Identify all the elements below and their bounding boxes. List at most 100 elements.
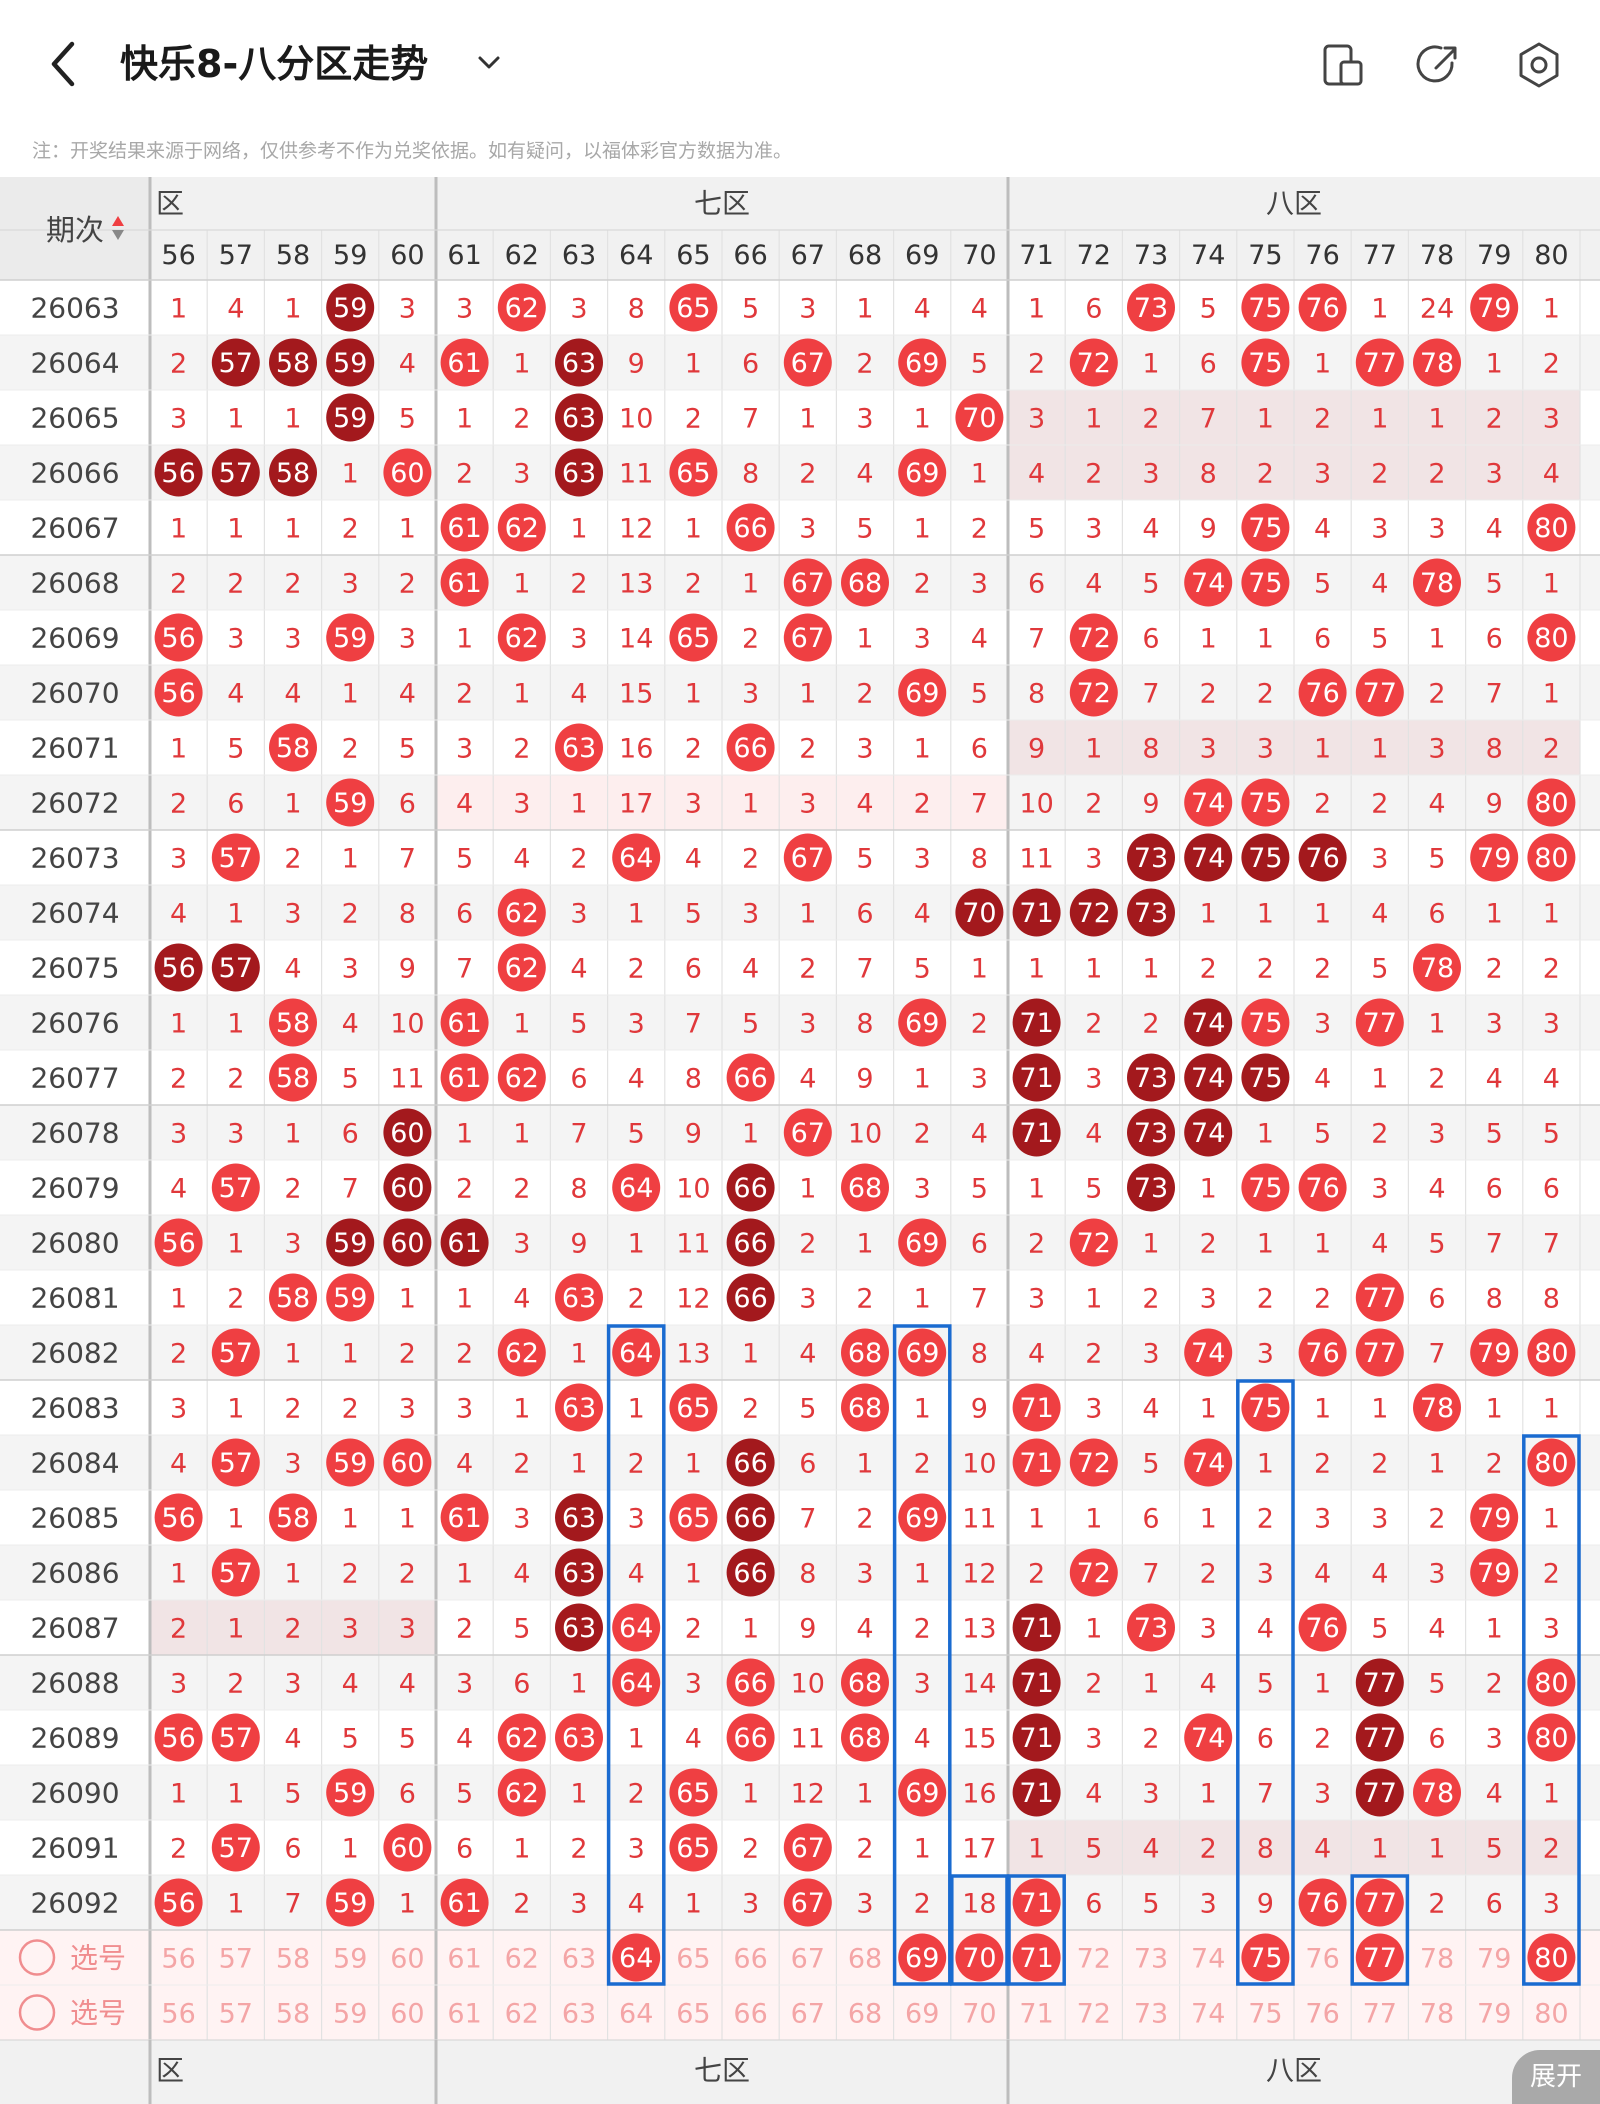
expand-button[interactable]: 展开 — [1512, 2050, 1600, 2104]
hit-number: 80 — [1534, 1338, 1568, 1369]
hit-ball — [1012, 998, 1061, 1047]
miss-count: 2 — [1200, 954, 1217, 985]
chevron-down-icon[interactable] — [472, 46, 506, 80]
miss-count: 2 — [1085, 789, 1102, 820]
hit-ball — [669, 1383, 718, 1432]
miss-count: 2 — [1142, 1009, 1159, 1040]
miss-count: 3 — [342, 569, 359, 600]
hit-ball — [1355, 668, 1404, 717]
miss-count: 1 — [513, 569, 530, 600]
column-header-59: 59 — [333, 240, 367, 271]
hit-number: 60 — [390, 1173, 424, 1204]
column-header-77: 77 — [1363, 240, 1397, 271]
miss-count: 1 — [685, 1449, 702, 1480]
select-number: 61 — [447, 1999, 481, 2030]
miss-count: 3 — [1543, 1889, 1560, 1920]
select-number: 78 — [1420, 1944, 1454, 1975]
hit-ball — [326, 1218, 375, 1267]
miss-count: 4 — [399, 679, 416, 710]
miss-count: 1 — [342, 1339, 359, 1370]
sort-up-icon — [112, 216, 124, 226]
miss-count: 1 — [1314, 1229, 1331, 1260]
hit-ball — [726, 1548, 775, 1597]
miss-count: 1 — [914, 1834, 931, 1865]
miss-count: 3 — [1314, 1009, 1331, 1040]
select-number: 75 — [1248, 1999, 1282, 2030]
select-number: 67 — [791, 1944, 825, 1975]
miss-count: 2 — [628, 1449, 645, 1480]
hit-ball — [1184, 1108, 1233, 1157]
hit-ball — [154, 943, 203, 992]
hit-ball — [1355, 1878, 1404, 1927]
miss-count: 5 — [1371, 954, 1388, 985]
miss-count: 2 — [456, 679, 473, 710]
select-number: 76 — [1305, 1999, 1339, 2030]
miss-count: 1 — [227, 514, 244, 545]
miss-count: 11 — [390, 1064, 424, 1095]
miss-count: 2 — [1428, 679, 1445, 710]
hit-number: 62 — [505, 898, 539, 929]
hit-number: 61 — [447, 1503, 481, 1534]
hit-number: 58 — [276, 1063, 310, 1094]
hit-number: 63 — [562, 458, 596, 489]
miss-count: 6 — [570, 1064, 587, 1095]
hit-ball — [269, 448, 317, 497]
hit-number: 67 — [791, 348, 825, 379]
hit-ball — [269, 1493, 317, 1542]
bottom-zone-label-8: 八区 — [1266, 2054, 1322, 2087]
hit-ball — [669, 613, 718, 662]
miss-count: 4 — [1085, 1779, 1102, 1810]
hit-number: 79 — [1477, 843, 1511, 874]
hit-number: 62 — [505, 1338, 539, 1369]
miss-count: 3 — [856, 734, 873, 765]
miss-count: 6 — [1486, 1174, 1503, 1205]
miss-count: 5 — [1486, 1834, 1503, 1865]
settings-icon[interactable] — [1512, 38, 1566, 92]
miss-count: 4 — [799, 1064, 816, 1095]
hit-ball — [1241, 833, 1290, 882]
miss-count: 7 — [570, 1119, 587, 1150]
miss-count: 2 — [914, 789, 931, 820]
miss-count: 1 — [799, 404, 816, 435]
miss-count: 1 — [227, 1229, 244, 1260]
miss-count: 2 — [1142, 1284, 1159, 1315]
miss-count: 1 — [1428, 404, 1445, 435]
hit-ball — [1069, 1218, 1118, 1267]
miss-count: 7 — [971, 789, 988, 820]
select-number: 76 — [1305, 1944, 1339, 1975]
hit-ball — [555, 338, 603, 387]
hit-ball — [726, 1713, 775, 1762]
miss-count: 1 — [914, 514, 931, 545]
miss-count: 8 — [1486, 1284, 1503, 1315]
miss-count: 7 — [456, 954, 473, 985]
hit-ball — [269, 1053, 317, 1102]
miss-count: 1 — [513, 1119, 530, 1150]
miss-count: 2 — [856, 1504, 873, 1535]
back-icon[interactable] — [40, 36, 90, 92]
period-26087: 26087 — [30, 1612, 119, 1645]
miss-count: 7 — [1486, 679, 1503, 710]
miss-count: 2 — [1257, 679, 1274, 710]
hit-number: 67 — [791, 623, 825, 654]
period-26070: 26070 — [30, 677, 119, 710]
share-icon[interactable] — [1412, 38, 1466, 92]
miss-count: 13 — [962, 1614, 996, 1645]
miss-count: 2 — [342, 899, 359, 930]
miss-count: 5 — [1486, 569, 1503, 600]
device-icon[interactable] — [1316, 38, 1370, 92]
hit-ball — [1012, 1603, 1061, 1652]
hit-number: 72 — [1077, 348, 1111, 379]
hit-ball — [1470, 833, 1519, 882]
hit-number: 68 — [848, 1338, 882, 1369]
miss-count: 3 — [1200, 1614, 1217, 1645]
miss-count: 1 — [914, 1284, 931, 1315]
miss-count: 4 — [342, 1669, 359, 1700]
miss-count: 6 — [513, 1669, 530, 1700]
hit-ball — [1184, 558, 1233, 607]
miss-count: 3 — [227, 1119, 244, 1150]
column-header-57: 57 — [219, 240, 253, 271]
hit-number: 63 — [562, 1723, 596, 1754]
hit-number: 66 — [733, 733, 767, 764]
hit-number: 73 — [1134, 1118, 1168, 1149]
miss-count: 4 — [227, 679, 244, 710]
